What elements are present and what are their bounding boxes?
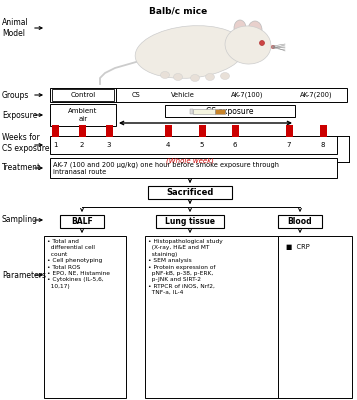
Bar — [278, 236, 352, 398]
Text: Ambient
air: Ambient air — [68, 108, 98, 122]
Text: (Whole week): (Whole week) — [166, 158, 214, 164]
Text: 7: 7 — [287, 142, 291, 148]
Circle shape — [271, 45, 275, 49]
Text: AK-7(100): AK-7(100) — [231, 92, 264, 98]
Text: 4: 4 — [166, 142, 170, 148]
Text: • Histopathological study
  (X-ray, H&E and MT
  staining)
• SEM analysis
• Prot: • Histopathological study (X-ray, H&E an… — [148, 239, 223, 295]
Ellipse shape — [206, 74, 215, 80]
Text: Lung tissue: Lung tissue — [165, 217, 215, 226]
Bar — [145, 236, 285, 398]
Text: AK-7 (100 and 200 μg/kg) one hour before smoke exposure through
intranasal route: AK-7 (100 and 200 μg/kg) one hour before… — [53, 161, 279, 175]
Text: CS exposure: CS exposure — [206, 106, 254, 116]
Bar — [165, 105, 295, 117]
Bar — [320, 125, 327, 137]
Text: 8: 8 — [321, 142, 325, 148]
Bar — [286, 125, 292, 137]
Bar — [50, 104, 116, 126]
Circle shape — [260, 40, 265, 46]
Text: BALF: BALF — [71, 217, 93, 226]
Text: AK-7(200): AK-7(200) — [300, 92, 332, 98]
Ellipse shape — [234, 20, 246, 36]
Bar — [190, 108, 193, 114]
Ellipse shape — [135, 26, 245, 78]
Ellipse shape — [248, 21, 262, 39]
Text: Control: Control — [70, 92, 96, 98]
Text: Sacrificed: Sacrificed — [166, 188, 214, 197]
Bar — [278, 215, 322, 228]
Text: Sampling: Sampling — [2, 216, 38, 224]
Text: Parameters: Parameters — [2, 270, 46, 280]
Text: Treatment: Treatment — [2, 164, 41, 172]
Text: 1: 1 — [53, 142, 57, 148]
Text: ■  CRP: ■ CRP — [286, 244, 310, 250]
Text: Animal
Model: Animal Model — [2, 18, 29, 38]
Text: 3: 3 — [107, 142, 111, 148]
Ellipse shape — [225, 26, 271, 64]
Bar — [198, 125, 206, 137]
Text: 6: 6 — [233, 142, 237, 148]
Ellipse shape — [221, 72, 230, 80]
Bar — [165, 125, 171, 137]
Text: 2: 2 — [80, 142, 84, 148]
Text: Vehicle: Vehicle — [171, 92, 195, 98]
Ellipse shape — [161, 72, 170, 78]
Bar — [51, 125, 59, 137]
Bar — [215, 108, 225, 114]
Bar — [50, 136, 337, 154]
Text: Groups: Groups — [2, 90, 29, 100]
Bar — [52, 89, 114, 101]
Text: 5: 5 — [200, 142, 204, 148]
Ellipse shape — [191, 74, 200, 82]
Bar — [106, 125, 112, 137]
Bar — [50, 88, 347, 102]
Bar — [193, 108, 215, 114]
Text: Balb/c mice: Balb/c mice — [149, 6, 207, 15]
Bar — [50, 158, 337, 178]
Bar — [231, 125, 238, 137]
Bar — [79, 125, 85, 137]
Bar — [60, 215, 104, 228]
Text: Blood: Blood — [288, 217, 312, 226]
Text: Weeks for
CS exposure: Weeks for CS exposure — [2, 133, 50, 153]
Bar — [148, 186, 232, 199]
Bar — [156, 215, 224, 228]
Text: CS: CS — [131, 92, 140, 98]
Text: Exposure: Exposure — [2, 110, 37, 120]
Bar — [44, 236, 126, 398]
Ellipse shape — [174, 74, 182, 80]
Text: • Total and
  differential cell
  count
• Cell phenotyping
• Total ROS
• EPO, NE: • Total and differential cell count • Ce… — [47, 239, 110, 289]
